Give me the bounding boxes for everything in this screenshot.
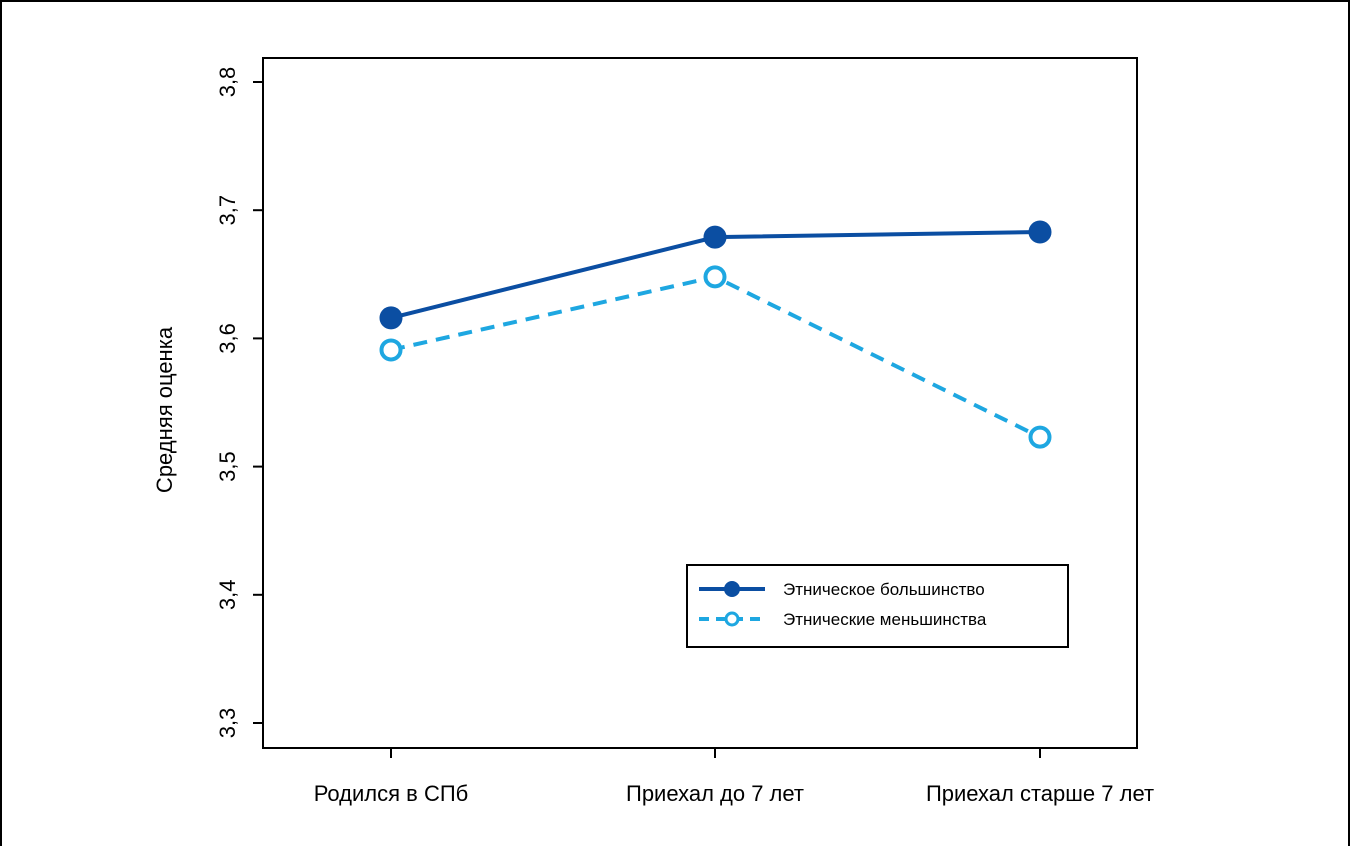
- x-tick-label-2: Приехал старше 7 лет: [926, 781, 1154, 806]
- x-tick-label-0: Родился в СПб: [314, 781, 469, 806]
- series-1-point-0: [379, 338, 403, 362]
- series-1-point-2: [1028, 425, 1052, 449]
- legend-marker-1: [724, 611, 740, 627]
- legend: Этническое большинство Этнические меньшин…: [686, 564, 1069, 648]
- series-0-point-0: [379, 306, 403, 330]
- series-layer: [379, 220, 1052, 449]
- plot-area-border: [262, 57, 1138, 749]
- legend-marker-0: [724, 581, 740, 597]
- series-1-point-1: [703, 265, 727, 289]
- y-tick-label-1: 3,4: [215, 580, 240, 611]
- y-tick-label-4: 3,7: [215, 195, 240, 226]
- series-line-1: [390, 274, 1041, 439]
- y-tick-label-0: 3,3: [215, 708, 240, 739]
- y-tick-label-3: 3,6: [215, 323, 240, 354]
- legend-box: [686, 564, 1069, 648]
- legend-label-1: Этнические меньшинства: [783, 610, 987, 629]
- series-0-point-1: [703, 225, 727, 249]
- axes: 3,3 3,4 3,5 3,6 3,7 3,8 Родился в СПб Приехал д…: [215, 57, 1154, 806]
- y-tick-label-5: 3,8: [215, 67, 240, 98]
- y-axis-label: Средняя оценка: [152, 326, 177, 493]
- series-0-point-2: [1028, 220, 1052, 244]
- legend-label-0: Этническое большинство: [783, 580, 985, 599]
- y-tick-label-2: 3,5: [215, 451, 240, 482]
- x-tick-label-1: Приехал до 7 лет: [626, 781, 804, 806]
